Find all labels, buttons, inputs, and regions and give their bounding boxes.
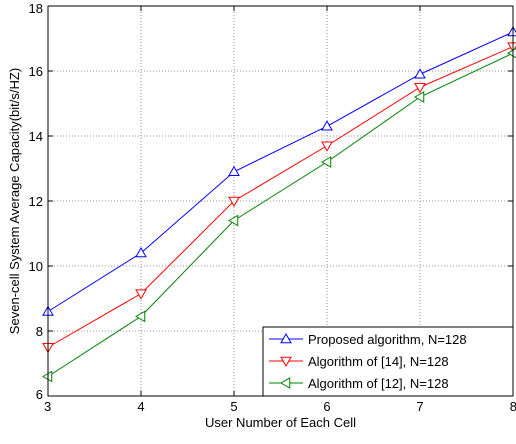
data-point <box>321 120 333 131</box>
data-point <box>227 214 239 227</box>
legend-item: Algorithm of [12], N=128 <box>269 376 449 391</box>
x-tick-label: 6 <box>323 399 330 414</box>
data-point <box>228 196 240 208</box>
legend: Proposed algorithm, N=128 Algorithm of [1… <box>262 326 514 397</box>
x-tick-label: 8 <box>510 399 516 414</box>
y-tick-label: 12 <box>29 194 43 209</box>
legend-marker <box>280 332 292 344</box>
series-1 <box>42 25 516 316</box>
data-point <box>414 83 426 94</box>
series-line <box>47 46 514 348</box>
data-point <box>41 370 53 383</box>
legend-label: Proposed algorithm, N=128 <box>308 332 467 347</box>
axis-ticks: 3 4 5 6 7 8 6 8 10 12 14 16 18 <box>29 1 516 414</box>
data-point <box>228 165 240 176</box>
data-point <box>321 141 333 152</box>
series-line <box>47 31 514 312</box>
data-point <box>320 156 332 168</box>
y-tick-label: 10 <box>29 259 43 274</box>
x-tick-label: 3 <box>44 399 51 414</box>
legend-item: Algorithm of [14], N=128 <box>269 354 449 369</box>
legend-item: Proposed algorithm, N=128 <box>269 332 467 347</box>
x-tick-label: 4 <box>137 399 144 414</box>
series-3 <box>41 47 516 383</box>
legend-marker <box>280 356 292 368</box>
data-point <box>134 310 146 323</box>
y-tick-label: 16 <box>29 64 43 79</box>
y-tick-label: 8 <box>36 324 43 339</box>
data-point <box>413 91 425 103</box>
series-line <box>47 52 514 377</box>
x-axis-title: User Number of Each Cell <box>205 415 356 430</box>
x-tick-label: 5 <box>230 399 237 414</box>
legend-box <box>262 326 514 397</box>
y-tick-label: 6 <box>36 387 43 402</box>
data-point <box>135 246 147 258</box>
y-tick-label: 18 <box>29 1 43 16</box>
legend-label: Algorithm of [12], N=128 <box>308 376 449 391</box>
x-tick-label: 7 <box>416 399 423 414</box>
series-layer <box>41 25 516 383</box>
y-axis-title: Seven-cell System Average Capacity(bit/s… <box>7 68 22 334</box>
y-tick-label: 14 <box>29 129 43 144</box>
data-point <box>135 289 147 300</box>
legend-marker <box>279 377 291 389</box>
legend-label: Algorithm of [14], N=128 <box>308 354 449 369</box>
data-point <box>414 68 426 79</box>
data-point <box>506 47 516 59</box>
